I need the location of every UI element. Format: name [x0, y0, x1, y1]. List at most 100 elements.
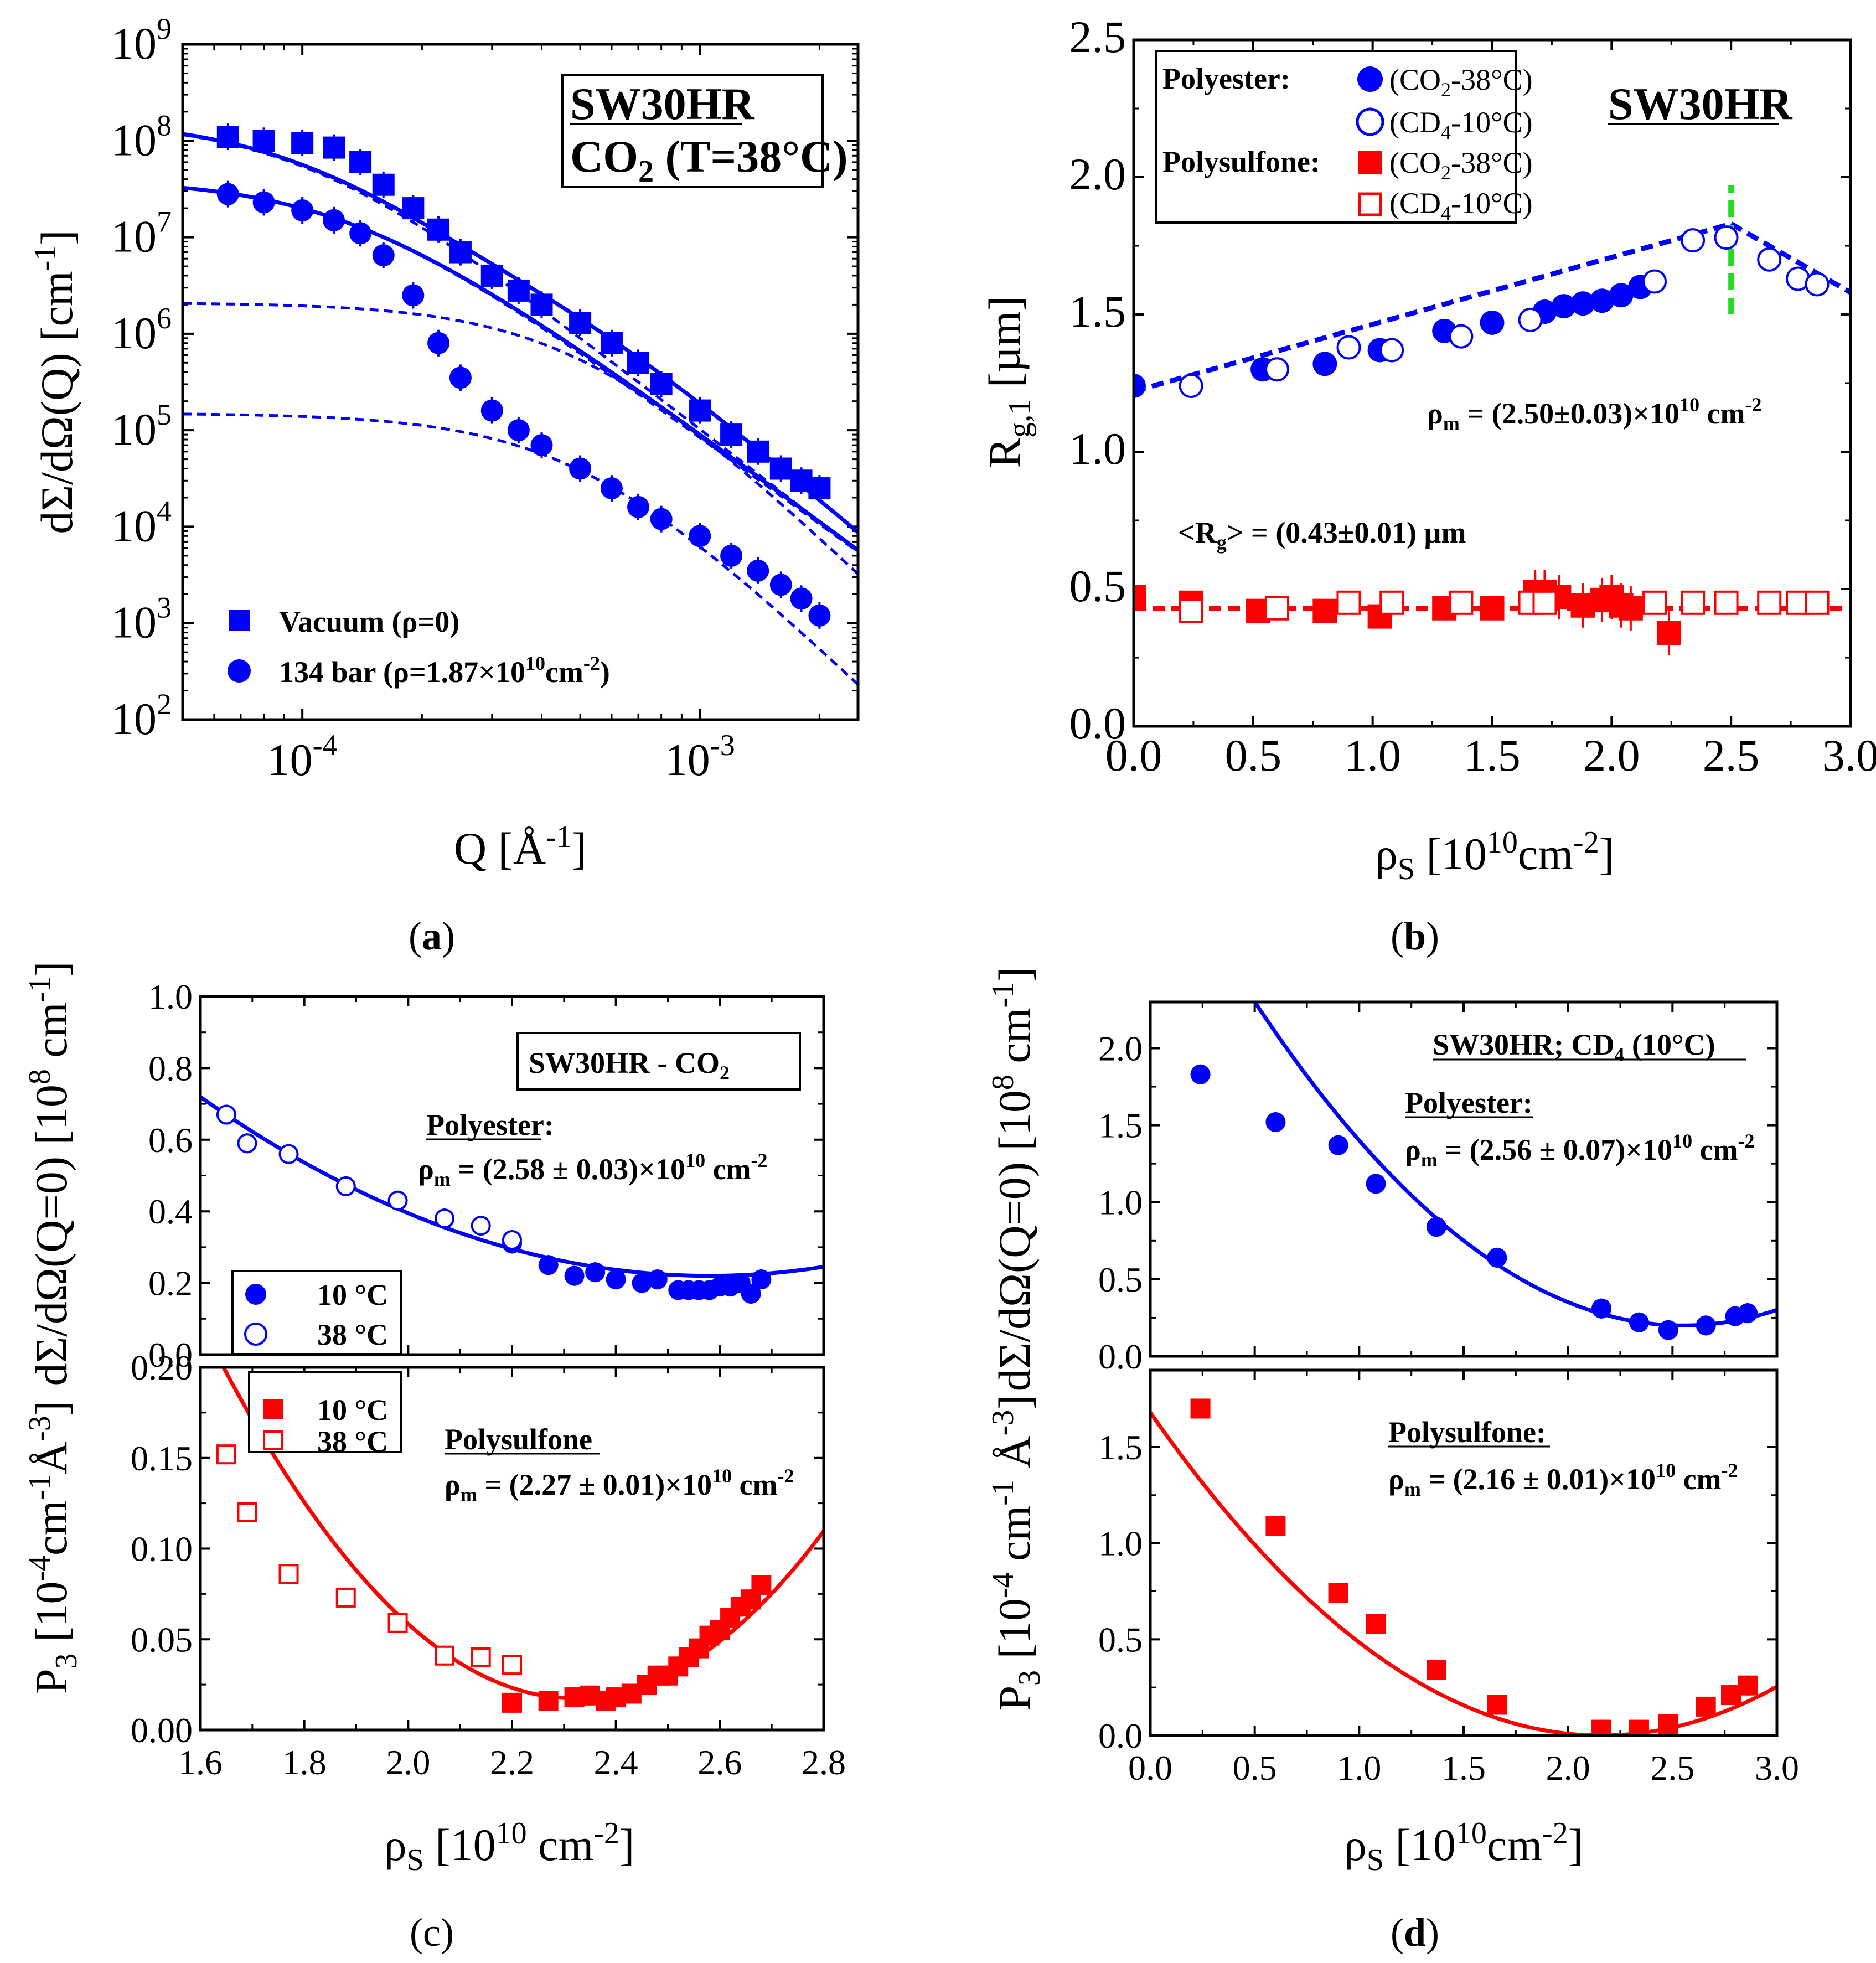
c-x-axis-label: ρS [1010 cm-2]	[384, 1816, 635, 1877]
d-x-axis-label: ρS [1010cm-2]	[1344, 1816, 1583, 1877]
d-bottom-axes-frame	[1149, 1368, 1779, 1737]
c2-xtick-label-1: 1.8	[282, 1743, 327, 1782]
d1-point-0-8	[1658, 1320, 1678, 1340]
b-ytick-label-5: 2.5	[1069, 12, 1126, 62]
d2-point-0-4	[1426, 1660, 1446, 1680]
b-point-3-6	[1532, 590, 1557, 615]
a-point-0-8	[449, 241, 472, 264]
b-xtick-label-2: 1.0	[1344, 730, 1401, 781]
c-bottom-group-label: Polysulfone	[445, 1423, 592, 1456]
a-legend-marker-square	[229, 610, 250, 631]
a-point-0-1	[252, 130, 275, 152]
d-top-points	[1190, 1064, 1758, 1340]
b-ytick-label-1: 0.5	[1069, 561, 1126, 611]
b-point-3-2	[1336, 590, 1361, 615]
c2-ytick-label-4: 0.20	[131, 1348, 193, 1387]
c2-point-0-18	[751, 1575, 772, 1595]
a-point-0-9	[480, 264, 503, 287]
b-ytick-label-4: 2.0	[1069, 149, 1126, 199]
c2-ytick-label-1: 0.05	[131, 1620, 193, 1659]
a-fit-0	[183, 132, 858, 534]
c1-point-0-3	[585, 1262, 606, 1283]
a-point-0-4	[349, 151, 372, 173]
a-point-0-14	[627, 352, 650, 374]
a-annotation-box	[561, 74, 824, 188]
c2-xtick-label-0: 1.6	[178, 1743, 223, 1782]
a-ticks: 102 103 104 105 106 107 108 109 10-4 10-3	[111, 12, 858, 785]
a-point-1-5	[372, 244, 395, 267]
c2-point-1-7	[502, 1655, 522, 1675]
b-point-1-0	[1179, 373, 1203, 398]
panel-c: 0.0 0.2 0.4 0.6 0.8 1.0 0.00 0.05 0.10 0.15 0.20 1…	[23, 962, 846, 1955]
c2-ytick-label-0: 0.00	[131, 1711, 193, 1750]
c1-ytick-label-2: 0.4	[148, 1192, 193, 1231]
b-xtick-label-5: 2.5	[1703, 730, 1760, 781]
a-point-1-10	[507, 419, 530, 442]
a-point-1-18	[747, 559, 769, 582]
c-bottom-legend-label-0: 10 °C	[317, 1393, 388, 1427]
b-point-2-15	[1656, 621, 1681, 645]
c2-point-1-0	[216, 1444, 236, 1465]
c1-ytick-label-3: 0.6	[148, 1120, 193, 1160]
a-point-0-10	[507, 279, 530, 302]
d2-xtick-label-4: 2.0	[1546, 1748, 1590, 1788]
b-fit-rising	[1134, 221, 1732, 394]
d1-ytick-label-4: 2.0	[1098, 1029, 1143, 1068]
d-top-axes-frame	[1149, 1000, 1779, 1358]
d1-point-0-7	[1629, 1312, 1649, 1332]
d-bottom-y-axis-label: P3 [10-4 cm-1 Å-3]	[986, 1394, 1047, 1711]
b-point-1-8	[1714, 225, 1739, 250]
c2-point-0-0	[502, 1692, 522, 1713]
b-point-1-1	[1265, 357, 1289, 382]
a-point-1-9	[480, 399, 503, 422]
d2-point-0-0	[1190, 1398, 1211, 1419]
d2-point-0-8	[1658, 1714, 1678, 1734]
c1-point-0-2	[564, 1265, 585, 1286]
b-ytick-label-2: 1.0	[1069, 423, 1126, 474]
a-ytick-label-7: 109	[111, 12, 172, 69]
a-points	[216, 123, 831, 629]
a-ytick-label-1: 103	[111, 591, 172, 648]
a-point-1-2	[291, 199, 314, 221]
c1-point-1-0	[216, 1104, 236, 1125]
a-point-1-17	[720, 544, 743, 567]
c1-point-1-4	[387, 1190, 408, 1211]
c2-fit-curve	[221, 1367, 824, 1701]
c2-point-0-1	[538, 1691, 559, 1711]
a-point-1-20	[790, 587, 813, 610]
a-xtick-label-0: 10-4	[267, 729, 338, 785]
d2-point-0-3	[1366, 1614, 1386, 1634]
a-fits	[183, 132, 858, 686]
c-bottom-rho: ρm = (2.27 ± 0.01)×1010 cm-2	[445, 1465, 794, 1506]
b-point-3-4	[1449, 590, 1474, 615]
a-legend-marker-circle	[228, 659, 251, 683]
c-bottom-axes-frame	[199, 1366, 825, 1732]
d1-point-0-4	[1426, 1217, 1446, 1237]
d1-point-0-5	[1487, 1247, 1507, 1268]
b-xtick-label-0: 0.0	[1105, 730, 1162, 781]
a-ytick-label-2: 104	[111, 494, 172, 551]
a-point-1-11	[530, 434, 553, 457]
a-point-0-12	[569, 311, 592, 334]
a-y-axis-label: dΣ/dΩ(Q) [cm-1]	[28, 230, 82, 534]
c-top-points	[216, 1104, 772, 1304]
c1-point-1-3	[335, 1176, 356, 1196]
b-point-1-9	[1757, 247, 1782, 272]
c1-ytick-label-4: 0.8	[148, 1048, 193, 1088]
b-point-3-10	[1757, 590, 1782, 615]
d1-point-0-3	[1366, 1174, 1386, 1194]
c1-point-0-4	[606, 1269, 626, 1290]
a-point-0-18	[747, 440, 769, 463]
a-ytick-label-6: 108	[111, 109, 172, 165]
d2-point-0-2	[1328, 1583, 1348, 1603]
c2-xtick-label-5: 2.6	[697, 1743, 742, 1782]
a-legend-label-vacuum: Vacuum (ρ=0)	[279, 605, 459, 638]
d1-point-0-6	[1591, 1298, 1612, 1319]
d-caption: (d)	[1391, 1910, 1439, 1955]
b-point-0-7	[1552, 294, 1576, 319]
d-bottom-group-label: Polysulfone:	[1388, 1416, 1546, 1449]
d1-ytick-label-1: 0.5	[1098, 1260, 1143, 1299]
c-bottom-ticks: 0.00 0.05 0.10 0.15 0.20 1.6 1.8 2.0 2.2 2.4 2.6 2.…	[131, 1348, 846, 1782]
